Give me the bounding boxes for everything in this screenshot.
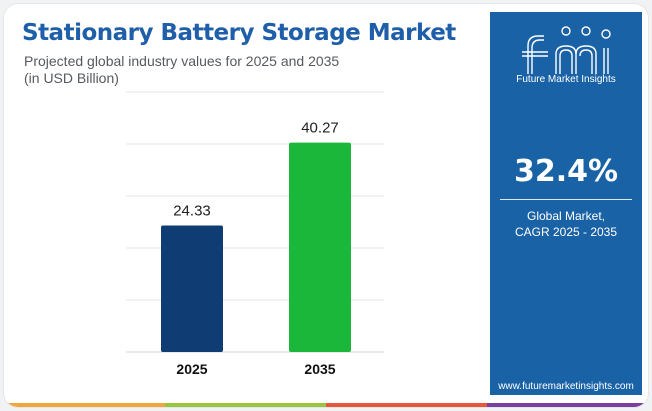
chart-subtitle: Projected global industry values for 202… (24, 53, 339, 87)
cagr-label-line-2: CAGR 2025 - 2035 (514, 225, 618, 239)
divider (500, 199, 632, 200)
bottom-bar-segment (326, 403, 487, 407)
bottom-bar-segment (487, 403, 648, 407)
bottom-color-bar (4, 403, 648, 407)
bar-2025 (161, 225, 223, 352)
summary-panel: Future Market Insights 32.4% Global Mark… (490, 12, 642, 395)
brand-name: Future Market Insights (516, 74, 616, 85)
bar-chart: 24.33 2025 40.27 2035 (126, 91, 384, 377)
x-tick-label-2035: 2035 (304, 361, 335, 377)
cagr-label: Global Market, CAGR 2025 - 2035 (490, 208, 642, 240)
website-link[interactable]: www.futuremarketinsights.com (498, 381, 634, 392)
data-label-2035: 40.27 (301, 120, 339, 137)
infographic-card: Stationary Battery Storage Market Projec… (4, 4, 648, 407)
cagr-value: 32.4% (513, 154, 619, 189)
chart-labels: 24.33 2025 40.27 2035 (173, 120, 339, 377)
x-tick-label-2025: 2025 (176, 361, 207, 377)
subtitle-line-1: Projected global industry values for 202… (24, 53, 340, 69)
chart-title: Stationary Battery Storage Market (22, 20, 456, 46)
bottom-bar-segment (165, 403, 326, 407)
bottom-bar-segment (4, 403, 165, 407)
bar-2035 (289, 142, 351, 352)
cagr-label-line-1: Global Market, (526, 209, 606, 223)
data-label-2025: 24.33 (173, 202, 211, 219)
chart-bars (161, 142, 351, 352)
fmi-logo (522, 26, 611, 74)
subtitle-line-2: (in USD Billion) (24, 70, 119, 86)
